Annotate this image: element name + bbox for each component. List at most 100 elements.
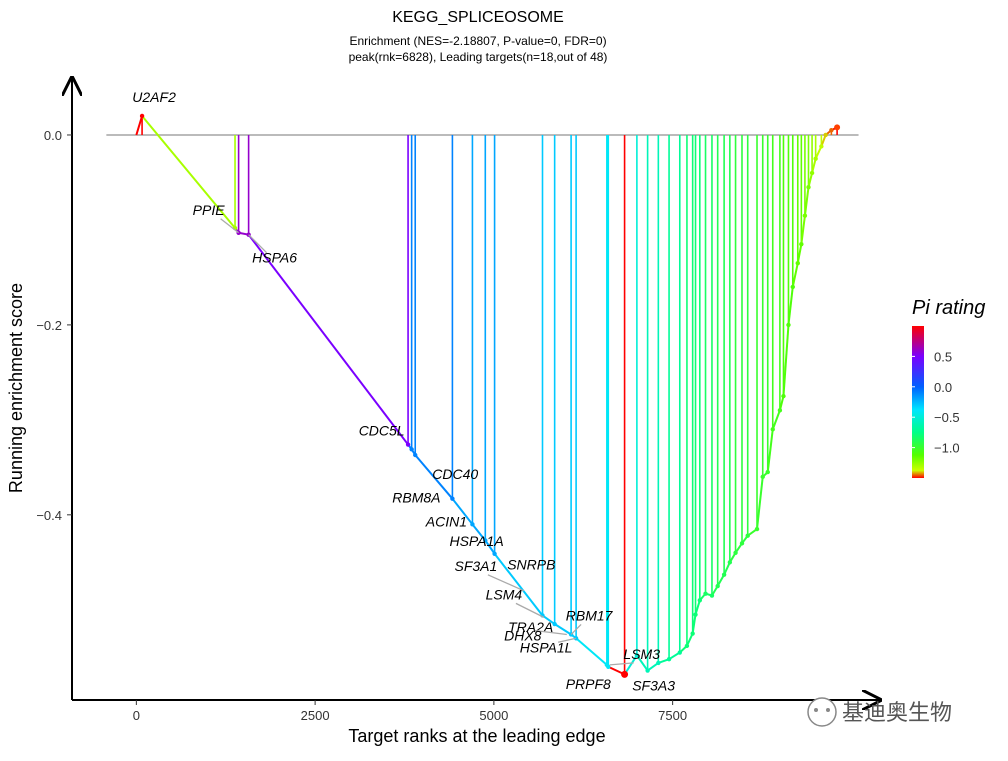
- gene-label: CDC5L: [359, 422, 405, 438]
- curve-point: [770, 427, 775, 432]
- curve-point: [552, 621, 557, 627]
- curve-point: [727, 560, 733, 565]
- curve-point: [809, 170, 815, 176]
- curve-segment: [803, 187, 810, 216]
- curve-point: [634, 653, 640, 658]
- curve-point: [139, 113, 145, 119]
- curve-point: [739, 541, 745, 546]
- gene-label: PRPF8: [566, 676, 611, 692]
- curve-point: [799, 241, 804, 247]
- curve-point: [790, 284, 795, 290]
- curve-point: [666, 656, 672, 662]
- curve-point: [715, 583, 720, 589]
- gene-label: SNRPB: [507, 556, 555, 572]
- curve-point: [733, 550, 738, 556]
- label-leader: [609, 662, 634, 666]
- legend-tick-label: 0.0: [934, 380, 952, 395]
- watermark-text: 基迪奥生物: [842, 700, 952, 725]
- curve-segment: [796, 243, 803, 264]
- curve-point: [781, 393, 786, 399]
- curve-segment: [554, 623, 572, 636]
- curve-point: [709, 593, 715, 598]
- legend-title: Pi rating: [912, 297, 985, 319]
- curve-segment: [811, 158, 817, 174]
- legend-ticks: 0.5 0.0 −0.5 −1.0: [912, 349, 960, 456]
- curve-point: [819, 144, 824, 149]
- gene-label: CDC40: [432, 466, 478, 482]
- peak-point: [621, 670, 629, 678]
- curve-segment: [141, 115, 236, 229]
- label-leader: [534, 629, 567, 636]
- curve-segment: [771, 410, 781, 430]
- curve-segment: [807, 172, 814, 188]
- gene-label: HSPA6: [252, 250, 297, 266]
- curve-segment: [623, 654, 638, 675]
- label-leader: [487, 574, 525, 592]
- curve-segment: [694, 600, 701, 615]
- curve-point: [656, 660, 661, 666]
- curve-point: [745, 533, 750, 538]
- curve-point: [829, 128, 834, 133]
- curve-segment: [493, 553, 544, 617]
- curve-point: [492, 551, 497, 556]
- y-ticks: 0.0 −0.2 −0.4: [36, 128, 72, 523]
- legend-tick-label: −0.5: [934, 410, 960, 425]
- y-tick-label: −0.4: [36, 508, 62, 523]
- curve-segment: [541, 614, 556, 625]
- x-axis-label: Target ranks at the leading edge: [348, 726, 605, 746]
- curve-segment: [484, 539, 496, 555]
- curve-segment: [686, 633, 694, 647]
- curve-segment: [782, 324, 790, 397]
- legend-tick-label: 0.5: [934, 349, 952, 364]
- label-leader: [220, 218, 240, 234]
- gene-label: HSPA1L: [520, 639, 573, 655]
- curve-point: [450, 496, 455, 501]
- gene-label: RBM17: [566, 607, 614, 623]
- y-tick-label: −0.2: [36, 318, 62, 333]
- curve-point: [483, 538, 488, 543]
- curve-point: [765, 469, 770, 475]
- curve-point: [777, 408, 783, 413]
- label-leader: [557, 637, 577, 643]
- x-tick-label: 5000: [479, 708, 508, 723]
- y-tick-label: 0.0: [44, 128, 62, 143]
- gene-label: DHX8: [504, 627, 542, 643]
- gene-label: ACIN1: [425, 513, 467, 529]
- curve-point: [697, 598, 703, 603]
- watermark-logo-icon: [807, 697, 837, 727]
- curve-segment: [800, 215, 806, 245]
- curve-point: [813, 156, 818, 161]
- label-leader: [248, 234, 268, 254]
- curve-point: [703, 591, 708, 596]
- gene-label: SF3A3: [632, 678, 675, 694]
- end-point: [834, 124, 841, 131]
- curve-point: [760, 474, 765, 480]
- curve-segment: [787, 286, 794, 326]
- curve-point: [405, 442, 411, 447]
- gene-label: HSPA1A: [449, 533, 503, 549]
- x-tick-label: 0: [133, 708, 140, 723]
- curve-segment: [723, 561, 731, 576]
- curve-point: [754, 526, 760, 532]
- curve-point: [823, 132, 828, 138]
- curve-segment: [814, 145, 823, 160]
- label-leader: [570, 624, 582, 635]
- label-leader: [515, 602, 545, 618]
- curve-point: [677, 650, 682, 655]
- curve-segment: [451, 498, 474, 525]
- curve-point: [645, 668, 650, 673]
- curve-segment: [575, 637, 608, 666]
- curve-segment: [135, 115, 144, 136]
- curve-segment: [247, 234, 409, 446]
- legend-tick-label: −1.0: [934, 441, 960, 456]
- x-tick-label: 2500: [301, 708, 330, 723]
- curve-point: [409, 447, 414, 452]
- watermark: 基迪奥生物: [807, 697, 952, 727]
- curve-segment: [471, 523, 487, 542]
- curve-point: [806, 185, 811, 190]
- gene-label: U2AF2: [132, 89, 176, 105]
- curve-point: [684, 643, 690, 649]
- curve-segment: [791, 262, 799, 288]
- curve-segment: [766, 429, 774, 473]
